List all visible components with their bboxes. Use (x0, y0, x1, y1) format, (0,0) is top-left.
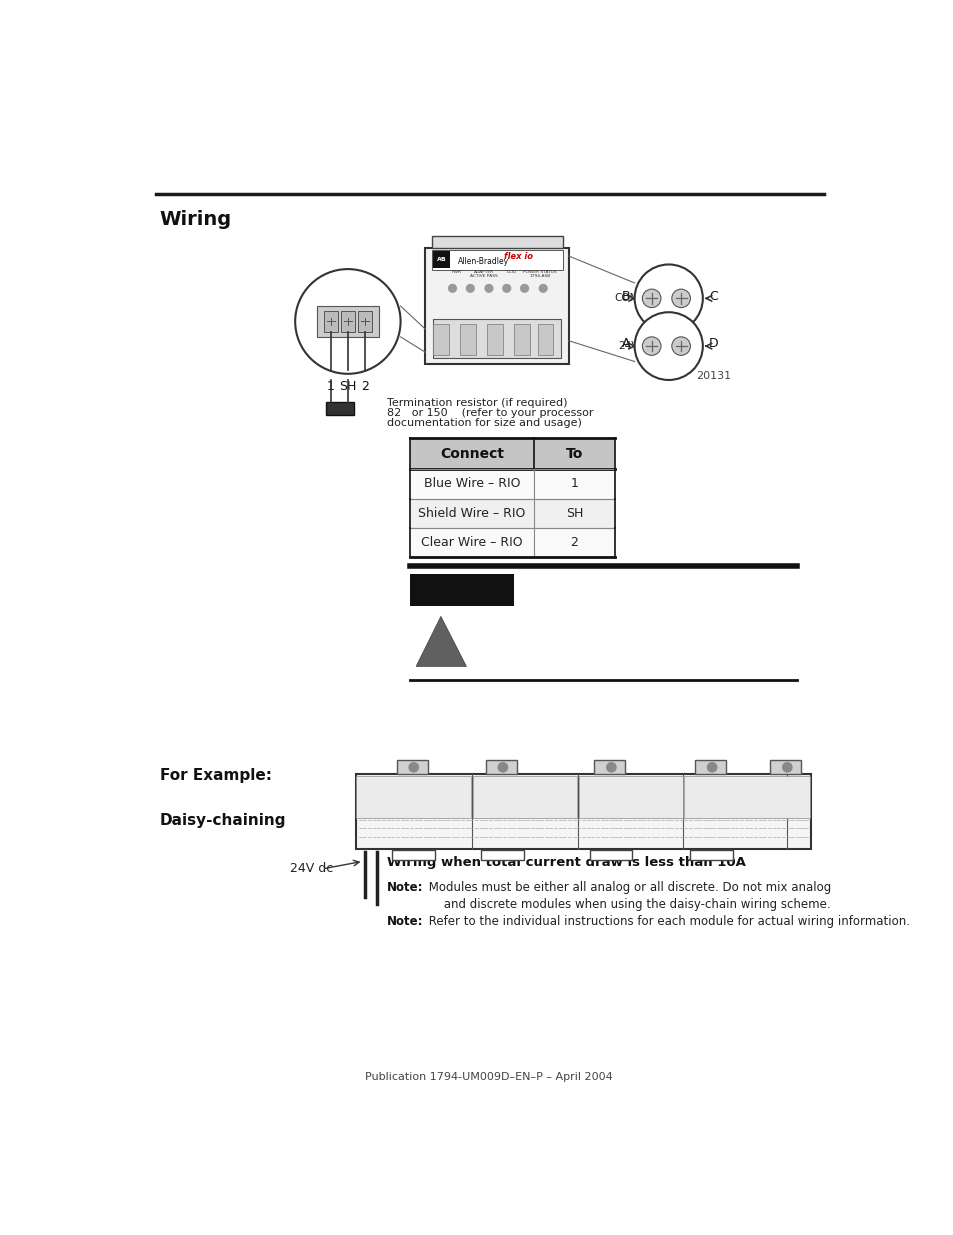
Circle shape (641, 337, 660, 356)
Bar (480, 851, 523, 860)
Text: 1: 1 (327, 380, 335, 393)
Polygon shape (416, 616, 466, 667)
Text: Daisy-chaining: Daisy-chaining (159, 813, 286, 827)
Text: Note:: Note: (386, 915, 423, 929)
Text: Refer to the individual instructions for each module for actual wiring informati: Refer to the individual instructions for… (424, 915, 908, 929)
Bar (472, 776, 577, 818)
Bar (459, 324, 476, 354)
Bar (433, 324, 448, 354)
Text: Allen-Bradley: Allen-Bradley (457, 257, 509, 266)
Text: flex io: flex io (503, 252, 533, 261)
Circle shape (634, 312, 702, 380)
Bar (425, 248, 568, 364)
Text: Publication 1794-UM009D–EN–P – April 2004: Publication 1794-UM009D–EN–P – April 200… (365, 1072, 612, 1082)
Circle shape (409, 763, 418, 772)
Circle shape (781, 763, 791, 772)
Circle shape (671, 289, 690, 308)
Text: 2: 2 (360, 380, 369, 393)
Text: Blue Wire – RIO: Blue Wire – RIO (423, 478, 519, 490)
Circle shape (294, 269, 400, 374)
Text: 2: 2 (570, 536, 578, 548)
Circle shape (606, 763, 616, 772)
Bar (431, 249, 562, 270)
Text: B: B (621, 289, 630, 303)
Bar (769, 761, 801, 774)
Bar (340, 311, 355, 332)
Circle shape (707, 763, 716, 772)
Text: D: D (708, 337, 718, 351)
Bar (514, 324, 530, 354)
Bar (433, 319, 560, 358)
Text: ADAPTER
ACTIVE PASS: ADAPTER ACTIVE PASS (470, 270, 497, 278)
Bar (357, 311, 372, 332)
Text: Shield Wire – RIO: Shield Wire – RIO (417, 506, 525, 520)
Text: Wiring: Wiring (159, 210, 232, 228)
Bar (433, 252, 450, 268)
Text: COM: COM (614, 294, 638, 304)
Text: DLIO: DLIO (506, 270, 517, 274)
Bar (487, 324, 502, 354)
Circle shape (538, 284, 546, 293)
Bar (683, 776, 809, 818)
Text: Clear Wire – RIO: Clear Wire – RIO (420, 536, 522, 548)
Bar (431, 236, 562, 248)
Text: C: C (708, 289, 717, 303)
Circle shape (448, 284, 456, 293)
Text: A: A (621, 337, 630, 351)
Text: Connect: Connect (439, 447, 503, 461)
Circle shape (634, 264, 702, 332)
Text: 82   or 150    (refer to your processor: 82 or 150 (refer to your processor (386, 409, 593, 419)
Bar (537, 324, 553, 354)
Circle shape (466, 284, 474, 293)
Bar (355, 774, 810, 848)
Circle shape (520, 284, 528, 293)
Bar (410, 499, 615, 527)
Text: For Example:: For Example: (159, 768, 272, 783)
Circle shape (484, 284, 493, 293)
Circle shape (497, 763, 507, 772)
Bar (356, 776, 471, 818)
Bar (410, 469, 615, 499)
Bar (396, 761, 427, 774)
Text: Termination resistor (if required): Termination resistor (if required) (386, 399, 566, 409)
Bar (485, 761, 517, 774)
Text: 24V: 24V (618, 341, 638, 351)
Bar (392, 851, 435, 860)
Text: PWR: PWR (451, 270, 461, 274)
Text: Note:: Note: (386, 882, 423, 894)
Bar (690, 851, 732, 860)
Bar (323, 311, 337, 332)
Text: SH: SH (565, 506, 582, 520)
Text: AB: AB (436, 257, 446, 262)
Bar (410, 574, 514, 606)
Text: To: To (565, 447, 582, 461)
Bar (589, 851, 632, 860)
Text: 24V dc: 24V dc (290, 862, 333, 876)
Text: 1: 1 (570, 478, 578, 490)
Text: SH: SH (339, 380, 356, 393)
Bar (410, 438, 615, 469)
Bar (578, 776, 682, 818)
Text: Wiring when total current draw is less than 10A: Wiring when total current draw is less t… (386, 856, 744, 869)
Circle shape (671, 337, 690, 356)
Bar (410, 527, 615, 557)
Circle shape (502, 284, 510, 293)
Bar (326, 401, 354, 415)
Text: Modules must be either all analog or all discrete. Do not mix analog
     and di: Modules must be either all analog or all… (424, 882, 830, 911)
Text: 20131: 20131 (696, 372, 731, 382)
Bar (316, 306, 378, 337)
Bar (695, 761, 725, 774)
Circle shape (641, 289, 660, 308)
Text: POWER STATUS
1794-ASB: POWER STATUS 1794-ASB (522, 270, 557, 278)
Text: documentation for size and usage): documentation for size and usage) (386, 419, 581, 429)
Bar (594, 761, 624, 774)
